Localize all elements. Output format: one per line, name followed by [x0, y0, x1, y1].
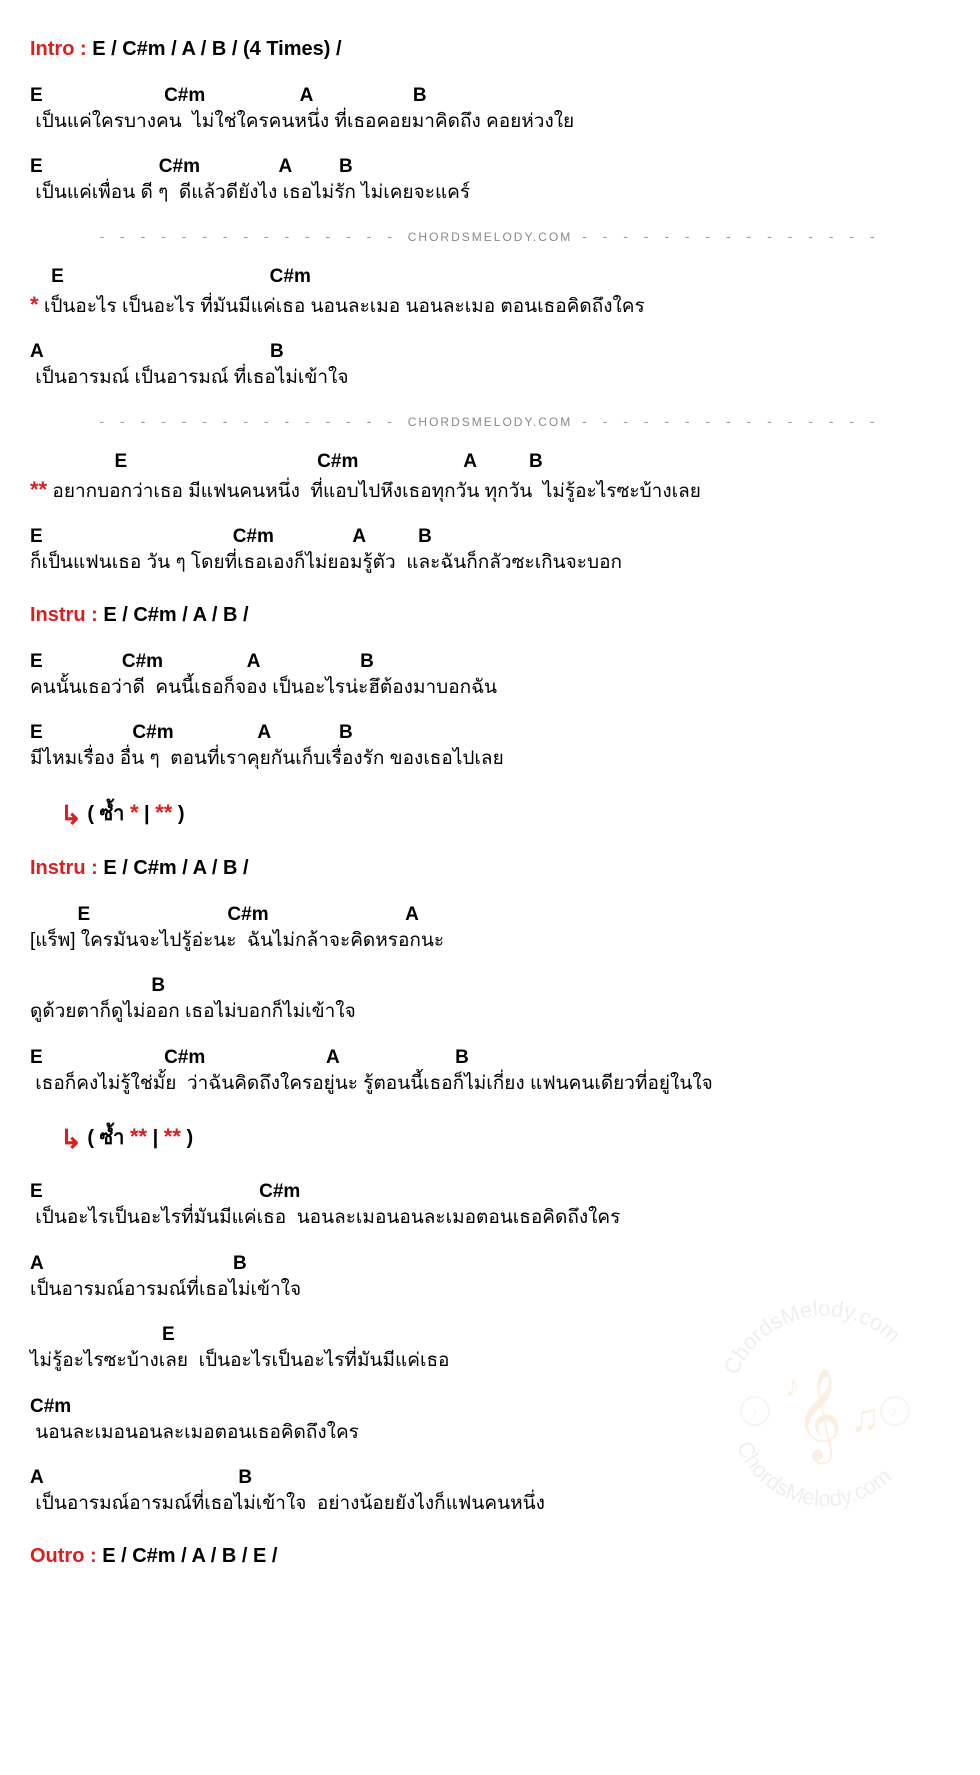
prechorus-line1: E C#m * เป็นอะไร เป็นอะไร ที่มันมีแค่เธอ…: [30, 266, 950, 319]
outro-chords: E / C#m / A / B / E /: [102, 1545, 277, 1567]
verse2-line2: E C#m A B มีไหมเรื่อง อื่น ๆ ตอนที่เราคุ…: [30, 722, 950, 771]
chord-line: E C#m A: [30, 904, 950, 927]
lyric-line: ไม่รู้อะไรซะบ้างเลย เป็นอะไรเป็นอะไรที่ม…: [30, 1349, 950, 1374]
star-marker: *: [30, 292, 39, 317]
star-marker: **: [155, 800, 172, 825]
outro-verse-line2: A B เป็นอารมณ์อารมณ์ที่เธอไม่เข้าใจ: [30, 1253, 950, 1302]
lyric-line: เป็นอารมณ์อารมณ์ที่เธอไม่เข้าใจ: [30, 1278, 950, 1303]
outro-label-text: Outro :: [30, 1545, 97, 1567]
chord-line: B: [30, 975, 950, 998]
chord-line: E C#m A B: [30, 85, 950, 108]
outro-verse-line3: E ไม่รู้อะไรซะบ้างเลย เป็นอะไรเป็นอะไรที…: [30, 1324, 950, 1373]
chord-line: E C#m: [30, 1181, 950, 1204]
lyric-line: เป็นอะไรเป็นอะไรที่มันมีแค่เธอ นอนละเมอน…: [30, 1206, 950, 1231]
divider: - - - - - - - - - - - - - - - CHORDSMELO…: [30, 413, 950, 429]
instru2-label: Instru : E / C#m / A / B /: [30, 857, 950, 880]
lyric-line: ดูด้วยตาก็ดูไม่ออก เธอไม่บอกก็ไม่เข้าใจ: [30, 1000, 950, 1025]
repeat-arrow-icon: ↳: [60, 800, 82, 831]
site-watermark: CHORDSMELODY.COM: [408, 230, 572, 244]
instru1-label: Instru : E / C#m / A / B /: [30, 604, 950, 627]
chord-line: E C#m A B: [30, 1047, 950, 1070]
lyric-line: ก็เป็นแฟนเธอ วัน ๆ โดยที่เธอเองก็ไม่ยอมร…: [30, 551, 950, 576]
lyric-line: มีไหมเรื่อง อื่น ๆ ตอนที่เราคุยกันเก็บเร…: [30, 747, 950, 772]
repeat-mid: |: [139, 803, 156, 825]
star-marker: **: [164, 1124, 181, 1149]
repeat-end: ): [181, 1127, 193, 1149]
outro-verse-line1: E C#m เป็นอะไรเป็นอะไรที่มันมีแค่เธอ นอน…: [30, 1181, 950, 1230]
chord-line: E C#m A B: [30, 651, 950, 674]
verse2-line1: E C#m A B คนนั้นเธอว่าดี คนนี้เธอก็จอง เ…: [30, 651, 950, 700]
repeat-text: ( ซ้ำ: [87, 1127, 130, 1149]
lyric-line: ** อยากบอกว่าเธอ มีแฟนคนหนึ่ง ที่แอบไปหึ…: [30, 476, 950, 505]
lyric-text: เป็นอะไร เป็นอะไร ที่มันมีแค่เธอ นอนละเม…: [39, 296, 645, 317]
chorus-line2: E C#m A B ก็เป็นแฟนเธอ วัน ๆ โดยที่เธอเอ…: [30, 526, 950, 575]
prechorus-line2: A B เป็นอารมณ์ เป็นอารมณ์ ที่เธอไม่เข้าใ…: [30, 341, 950, 390]
chord-line: E C#m A B: [30, 156, 950, 179]
chorus-line1: E C#m A B ** อยากบอกว่าเธอ มีแฟนคนหนึ่ง …: [30, 451, 950, 504]
intro-chords: E / C#m / A / B / (4 Times) /: [92, 38, 341, 60]
lyric-line: เป็นอารมณ์ เป็นอารมณ์ ที่เธอไม่เข้าใจ: [30, 366, 950, 391]
lyric-line: เป็นแค่เพื่อน ดี ๆ ดีแล้วดียังไง เธอไม่ร…: [30, 181, 950, 206]
chord-line: A B: [30, 341, 950, 364]
star-marker: **: [30, 477, 47, 502]
star-marker: *: [130, 800, 139, 825]
outro-verse-line5: A B เป็นอารมณ์อารมณ์ที่เธอไม่เข้าใจ อย่า…: [30, 1467, 950, 1516]
instru1-label-text: Instru :: [30, 604, 98, 626]
rap-line3: E C#m A B เธอก็คงไม่รู้ใช่มั้ย ว่าฉันคิด…: [30, 1047, 950, 1096]
lyric-line: [แร็พ] ใครมันจะไปรู้อ่ะนะ ฉันไม่กล้าจะคิ…: [30, 929, 950, 954]
rap-line1: E C#m A [แร็พ] ใครมันจะไปรู้อ่ะนะ ฉันไม่…: [30, 904, 950, 953]
chord-line: E C#m A B: [30, 722, 950, 745]
verse1-line2: E C#m A B เป็นแค่เพื่อน ดี ๆ ดีแล้วดียัง…: [30, 156, 950, 205]
star-marker: **: [130, 1124, 147, 1149]
lyric-line: เป็นอารมณ์อารมณ์ที่เธอไม่เข้าใจ อย่างน้อ…: [30, 1492, 950, 1517]
verse1-line1: E C#m A B เป็นแค่ใครบางคน ไม่ใช่ใครคนหนึ…: [30, 85, 950, 134]
outro-label: Outro : E / C#m / A / B / E /: [30, 1545, 950, 1568]
instru2-chords: E / C#m / A / B /: [103, 857, 248, 879]
instru2-label-text: Instru :: [30, 857, 98, 879]
divider: - - - - - - - - - - - - - - - CHORDSMELO…: [30, 228, 950, 244]
repeat-text: ( ซ้ำ: [87, 803, 130, 825]
chord-line: C#m: [30, 1396, 950, 1419]
lyric-line: เป็นแค่ใครบางคน ไม่ใช่ใครคนหนึ่ง ที่เธอค…: [30, 110, 950, 135]
rap-line2: B ดูด้วยตาก็ดูไม่ออก เธอไม่บอกก็ไม่เข้าใ…: [30, 975, 950, 1024]
intro-label: Intro : E / C#m / A / B / (4 Times) /: [30, 38, 950, 61]
lyric-line: เธอก็คงไม่รู้ใช่มั้ย ว่าฉันคิดถึงใครอยู่…: [30, 1072, 950, 1097]
lyric-line: คนนั้นเธอว่าดี คนนี้เธอก็จอง เป็นอะไรน่ะ…: [30, 676, 950, 701]
chord-line: A B: [30, 1253, 950, 1276]
lyric-line: นอนละเมอนอนละเมอตอนเธอคิดถึงใคร: [30, 1421, 950, 1446]
lyric-line: * เป็นอะไร เป็นอะไร ที่มันมีแค่เธอ นอนละ…: [30, 291, 950, 320]
chord-line: E: [30, 1324, 950, 1347]
lyric-text: อยากบอกว่าเธอ มีแฟนคนหนึ่ง ที่แอบไปหึงเธ…: [47, 481, 701, 502]
chord-line: E C#m A B: [30, 451, 950, 474]
intro-label-text: Intro :: [30, 38, 87, 60]
site-watermark: CHORDSMELODY.COM: [408, 415, 572, 429]
chord-line: E C#m A B: [30, 526, 950, 549]
repeat2: ↳ ( ซ้ำ ** | ** ): [60, 1120, 950, 1153]
repeat-mid: |: [147, 1127, 164, 1149]
repeat-end: ): [172, 803, 184, 825]
chord-line: A B: [30, 1467, 950, 1490]
chord-line: E C#m: [30, 266, 950, 289]
repeat-arrow-icon: ↳: [60, 1124, 82, 1155]
outro-verse-line4: C#m นอนละเมอนอนละเมอตอนเธอคิดถึงใคร: [30, 1396, 950, 1445]
repeat1: ↳ ( ซ้ำ * | ** ): [60, 796, 950, 829]
instru1-chords: E / C#m / A / B /: [103, 604, 248, 626]
